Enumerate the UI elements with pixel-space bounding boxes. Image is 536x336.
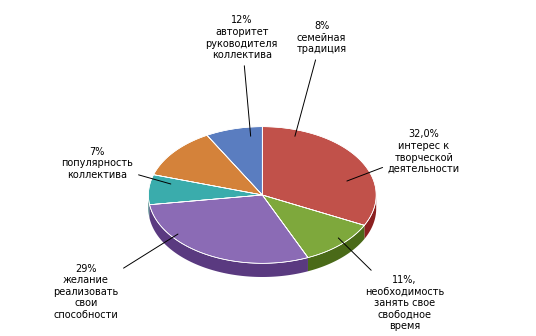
- Polygon shape: [153, 135, 262, 195]
- Polygon shape: [308, 225, 364, 271]
- Polygon shape: [148, 194, 150, 218]
- Text: 12%
авторитет
руководителя
коллектива: 12% авторитет руководителя коллектива: [206, 15, 278, 136]
- Text: 8%
семейная
традиция: 8% семейная традиция: [295, 21, 347, 136]
- Polygon shape: [364, 194, 376, 239]
- Text: 32,0%
интерес к
творческой
деятельности: 32,0% интерес к творческой деятельности: [347, 129, 460, 181]
- Polygon shape: [207, 127, 262, 195]
- Polygon shape: [150, 205, 308, 277]
- Polygon shape: [262, 127, 376, 225]
- Polygon shape: [262, 195, 364, 258]
- Polygon shape: [148, 175, 262, 205]
- Text: 29%
желание
реализовать
свои
способности: 29% желание реализовать свои способности: [53, 234, 178, 320]
- Text: 11%,
необходимость
занять свое
свободное
время: 11%, необходимость занять свое свободное…: [338, 238, 444, 331]
- Text: 7%
популярность
коллектива: 7% популярность коллектива: [61, 146, 171, 184]
- Polygon shape: [150, 195, 308, 263]
